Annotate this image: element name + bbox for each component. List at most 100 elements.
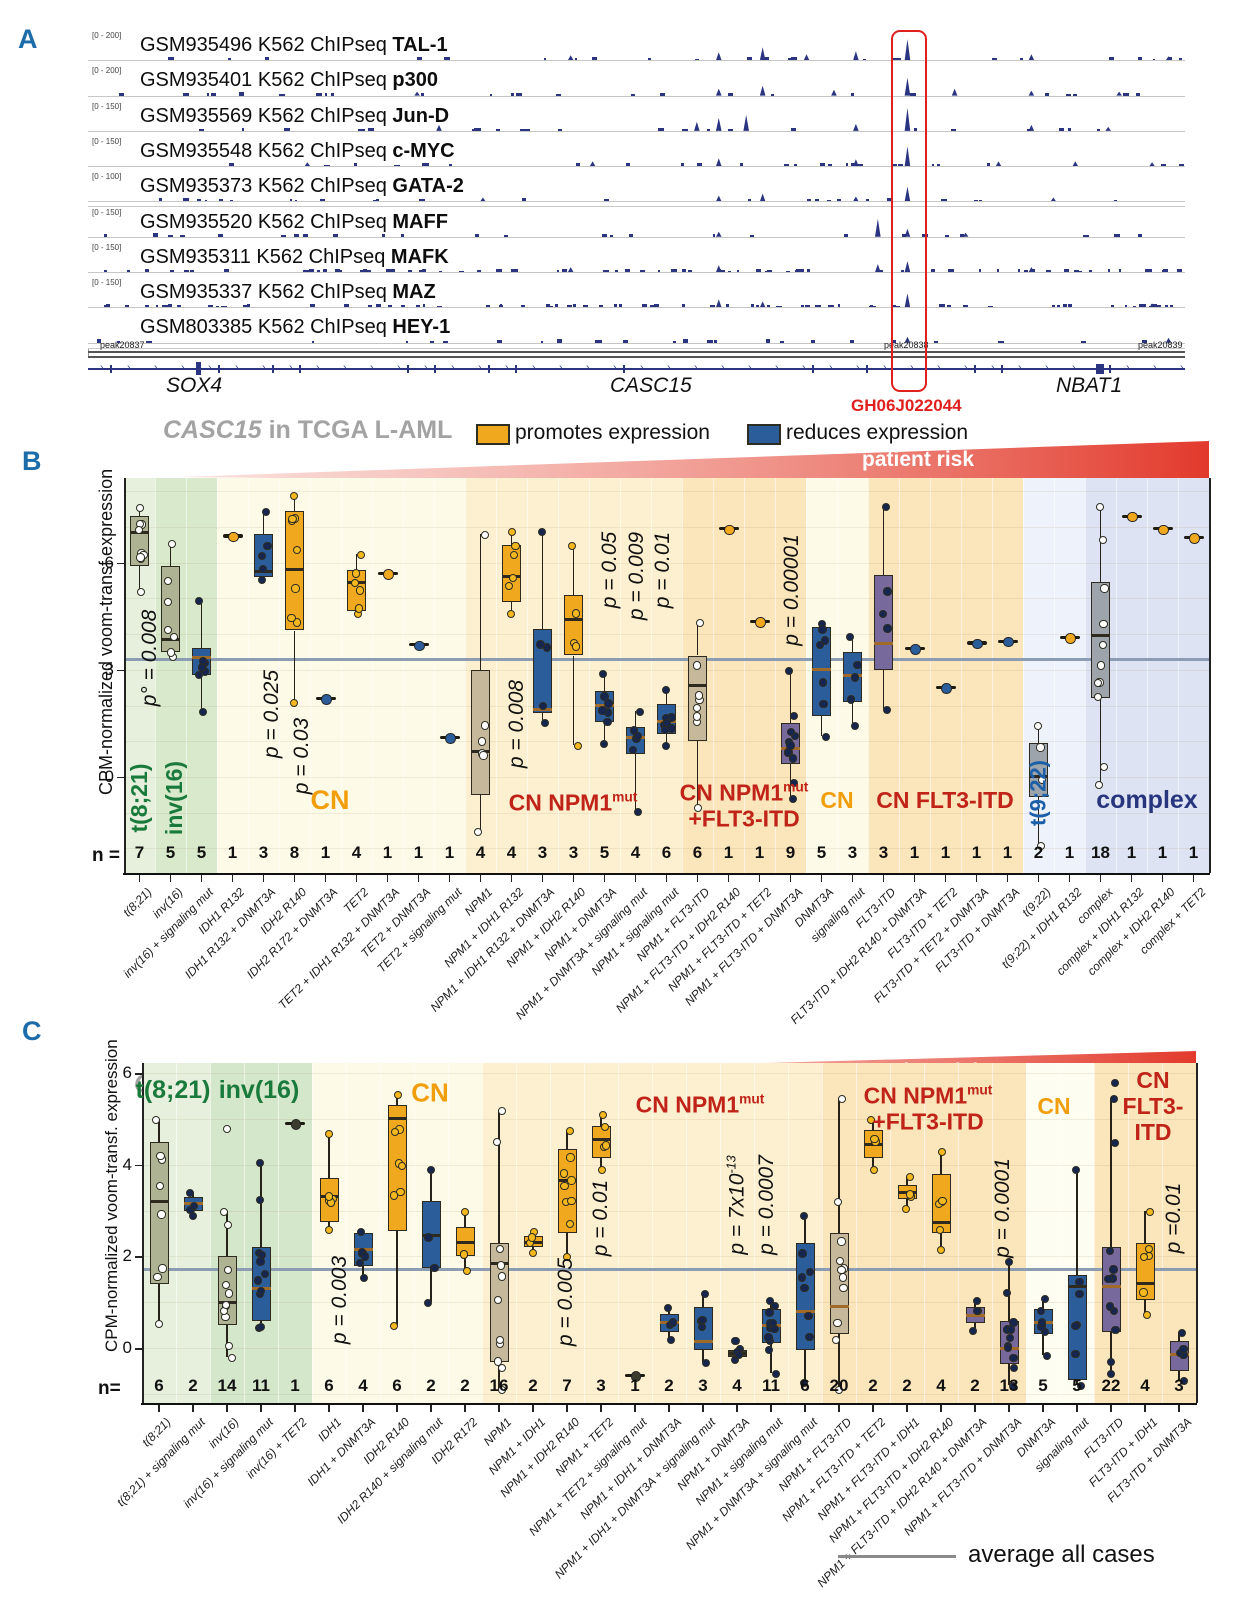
track-label: GSM935337 K562 ChIPseq MAZ	[140, 281, 436, 304]
data-point	[1096, 661, 1106, 670]
data-point	[1036, 743, 1045, 752]
signal-peak	[304, 162, 311, 167]
x-tick-mark	[328, 1405, 330, 1412]
gene-name-label: CASC15	[610, 373, 692, 397]
signal-peak	[951, 88, 958, 96]
signal-dash	[103, 234, 107, 237]
data-point	[1093, 679, 1103, 688]
signal-dash	[937, 164, 940, 167]
gene-exon-tick	[515, 364, 517, 373]
risk-group-label: t(8;21)	[135, 1076, 210, 1104]
data-point	[198, 707, 207, 716]
whisker-upper	[665, 689, 668, 704]
signal-dash	[1145, 268, 1150, 273]
v-gridline	[217, 478, 218, 873]
whisker-upper	[464, 1210, 466, 1227]
signal-dash	[96, 339, 101, 343]
x-tick-mark	[386, 875, 389, 882]
patient-risk-triangle-b	[180, 441, 1209, 487]
data-point	[288, 514, 297, 523]
panel-a-letter: A	[18, 24, 38, 54]
whisker-lower	[804, 1350, 806, 1383]
signal-dash	[896, 58, 901, 61]
n-value: 4	[506, 843, 517, 862]
n-value: 1	[320, 843, 331, 862]
data-point	[163, 576, 173, 586]
track-label-prefix: GSM935337 K562 ChIPseq	[140, 281, 393, 304]
signal-peak	[995, 161, 1002, 167]
gene-exon-tick	[974, 364, 976, 373]
x-tick-mark	[169, 875, 172, 882]
track-label: GSM935548 K562 ChIPseq c-MYC	[140, 140, 455, 163]
data-point	[1038, 775, 1047, 785]
n-value: 5	[165, 843, 176, 862]
signal-dash	[125, 305, 130, 308]
signal-dash	[224, 268, 230, 273]
whisker-lower	[396, 1231, 398, 1326]
data-point	[460, 1207, 469, 1216]
average-line	[142, 1268, 1196, 1272]
h-gridline	[142, 1210, 1196, 1212]
signal-dash	[230, 199, 233, 202]
legend-promotes-swatch-b	[476, 424, 510, 445]
y-axis-label-c: CPM-normalized voom-transf. expression	[102, 1039, 121, 1352]
x-tick-mark	[1006, 875, 1009, 882]
signal-dash	[362, 128, 365, 131]
track-factor-name: Jun-D	[392, 104, 450, 127]
h-gridline	[142, 1073, 1196, 1075]
x-tick-mark	[532, 1405, 534, 1412]
n-value: 3	[596, 1376, 606, 1395]
signal-dash	[712, 233, 715, 237]
data-point	[222, 1280, 231, 1290]
signal-dash	[583, 304, 588, 308]
n-value: 1	[940, 843, 951, 862]
data-point	[799, 1379, 808, 1388]
data-point	[1099, 535, 1108, 544]
data-point	[938, 1147, 947, 1156]
data-point	[662, 718, 672, 728]
signal-dash	[865, 199, 870, 202]
data-point	[764, 1345, 773, 1354]
signal-peak	[715, 52, 722, 61]
data-point	[804, 1312, 813, 1321]
signal-dash	[750, 235, 754, 237]
signal-peak	[715, 299, 722, 308]
gene-strand-arrow: ›	[883, 361, 887, 373]
data-point	[1094, 781, 1103, 790]
v-gridline	[312, 1063, 313, 1403]
data-point	[973, 1306, 982, 1316]
signal-dash	[167, 304, 172, 308]
signal-peak	[436, 124, 442, 131]
signal-dash	[229, 162, 234, 167]
data-point	[194, 597, 203, 606]
v-gridline	[992, 1063, 993, 1403]
risk-group-label-line: CN NPM1mut	[680, 775, 809, 805]
signal-dash	[206, 92, 210, 96]
whisker-lower	[479, 794, 482, 831]
signal-dash	[901, 269, 904, 273]
whisker-lower	[1042, 1334, 1044, 1355]
signal-dash	[933, 340, 938, 343]
gene-exon-tick	[488, 364, 490, 373]
whisker-lower	[603, 721, 606, 743]
average-legend-label-c: average all cases	[968, 1541, 1155, 1568]
data-point	[153, 1272, 162, 1282]
x-tick-mark	[396, 1405, 398, 1412]
whisker-upper	[200, 600, 203, 649]
data-point	[661, 741, 670, 750]
x-tick-mark	[906, 1405, 908, 1412]
track-baseline	[88, 307, 1185, 309]
signal-dash	[359, 270, 365, 273]
data-point	[1111, 1325, 1120, 1335]
n-value: 3	[698, 1376, 708, 1395]
track-factor-name: c-MYC	[392, 139, 455, 162]
whisker-lower	[138, 566, 141, 592]
signal-dash	[521, 305, 525, 308]
gene-name-label: SOX4	[166, 373, 223, 397]
track-label-prefix: GSM935496 K562 ChIPseq	[140, 34, 393, 56]
data-point	[664, 1303, 673, 1312]
data-point	[815, 640, 825, 650]
whisker-upper	[1144, 1210, 1146, 1243]
single-case-dot	[228, 531, 239, 543]
gene-strand-arrow: ›	[964, 361, 968, 373]
